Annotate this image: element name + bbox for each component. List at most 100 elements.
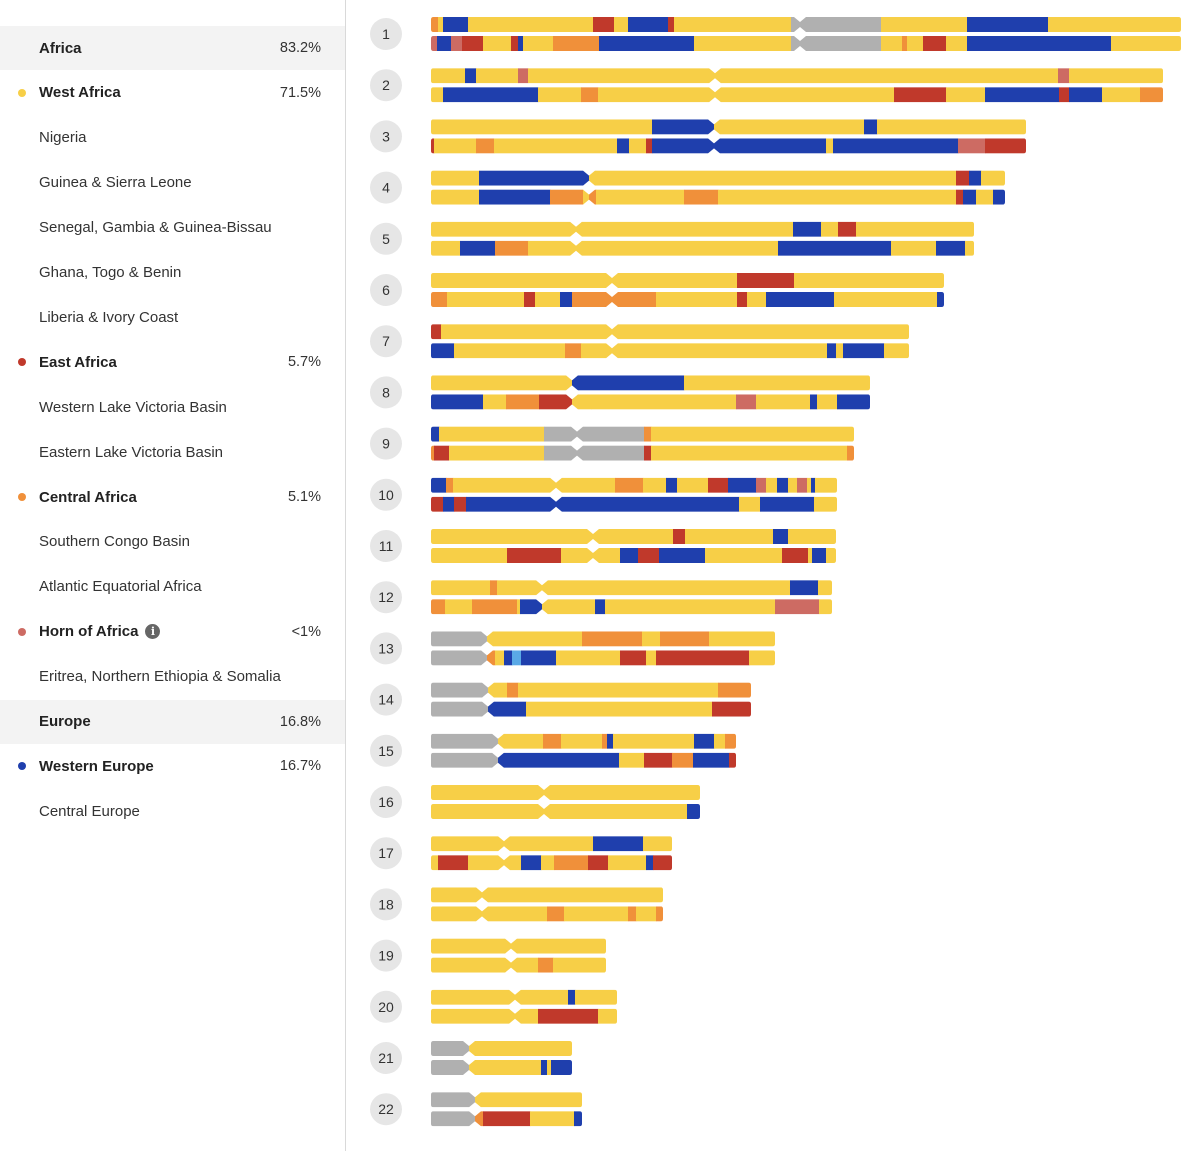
ancestry-segment[interactable] xyxy=(431,548,508,563)
ancestry-segment[interactable] xyxy=(793,221,822,237)
ancestry-segment[interactable] xyxy=(431,529,674,544)
ancestry-segment[interactable] xyxy=(506,394,540,410)
ancestry-segment[interactable] xyxy=(646,650,657,666)
ancestry-segment[interactable] xyxy=(589,189,597,205)
ancestry-segment[interactable] xyxy=(565,343,582,359)
ancestry-segment[interactable] xyxy=(736,394,757,410)
ancestry-segment[interactable] xyxy=(521,855,542,871)
ancestry-segment[interactable] xyxy=(438,17,444,32)
ancestry-segment[interactable] xyxy=(791,17,882,32)
ancestry-segment[interactable] xyxy=(553,957,606,973)
ancestry-segment[interactable] xyxy=(651,426,854,442)
ancestry-segment[interactable] xyxy=(833,138,959,154)
ancestry-segment[interactable] xyxy=(431,855,439,871)
ancestry-segment[interactable] xyxy=(808,548,813,563)
ancestry-segment[interactable] xyxy=(969,170,982,186)
ancestry-segment[interactable] xyxy=(605,599,776,615)
ancestry-segment[interactable] xyxy=(498,752,620,768)
ancestry-segment[interactable] xyxy=(575,989,617,1005)
chromosome-10[interactable]: 10 xyxy=(370,477,837,512)
ancestry-segment[interactable] xyxy=(602,733,608,749)
ancestry-segment[interactable] xyxy=(472,599,518,615)
ancestry-segment[interactable] xyxy=(646,138,653,154)
ancestry-segment[interactable] xyxy=(923,36,947,51)
ancestry-segment[interactable] xyxy=(593,548,621,563)
ancestry-segment[interactable] xyxy=(544,445,645,461)
ancestry-segment[interactable] xyxy=(1069,68,1163,84)
ancestry-segment[interactable] xyxy=(705,548,783,563)
ancestry-segment[interactable] xyxy=(431,138,435,154)
ancestry-segment[interactable] xyxy=(687,804,700,819)
chromosome-3[interactable]: 3 xyxy=(370,119,1026,154)
ancestry-segment[interactable] xyxy=(777,477,789,493)
ancestry-segment[interactable] xyxy=(518,36,524,51)
ancestry-segment[interactable] xyxy=(528,68,1059,84)
ancestry-segment[interactable] xyxy=(462,36,484,51)
ancestry-segment[interactable] xyxy=(620,650,647,666)
ancestry-segment[interactable] xyxy=(591,394,737,410)
ancestry-segment[interactable] xyxy=(454,343,566,359)
ancestry-segment[interactable] xyxy=(718,682,751,698)
ancestry-segment[interactable] xyxy=(864,119,878,135)
ancestry-segment[interactable] xyxy=(674,17,792,32)
ancestry-segment[interactable] xyxy=(561,548,594,563)
ancestry-segment[interactable] xyxy=(884,343,909,359)
ancestry-segment[interactable] xyxy=(431,426,440,442)
ancestry-row-liberia-ivory-coast[interactable]: Liberia & Ivory Coast xyxy=(0,295,345,339)
ancestry-segment[interactable] xyxy=(528,240,779,256)
ancestry-segment[interactable] xyxy=(881,17,968,32)
chromosome-17[interactable]: 17 xyxy=(370,836,672,871)
ancestry-segment[interactable] xyxy=(511,36,519,51)
ancestry-segment[interactable] xyxy=(507,548,562,563)
ancestry-segment[interactable] xyxy=(613,733,695,749)
chromosome-22[interactable]: 22 xyxy=(370,1092,582,1127)
ancestry-segment[interactable] xyxy=(581,87,599,103)
ancestry-segment[interactable] xyxy=(495,240,529,256)
ancestry-segment[interactable] xyxy=(544,426,645,442)
chromosome-4[interactable]: 4 xyxy=(370,170,1005,205)
ancestry-segment[interactable] xyxy=(782,548,809,563)
ancestry-segment[interactable] xyxy=(693,752,730,768)
ancestry-segment[interactable] xyxy=(907,36,924,51)
ancestry-segment[interactable] xyxy=(708,477,729,493)
ancestry-segment[interactable] xyxy=(431,650,488,666)
ancestry-segment[interactable] xyxy=(794,273,944,288)
ancestry-row-atlantic-equatorial-africa[interactable]: Atlantic Equatorial Africa xyxy=(0,565,345,609)
ancestry-segment[interactable] xyxy=(967,36,1112,51)
ancestry-segment[interactable] xyxy=(877,119,1026,135)
ancestry-segment[interactable] xyxy=(729,752,736,768)
ancestry-segment[interactable] xyxy=(967,17,1049,32)
ancestry-row-europe[interactable]: Europe 16.8% xyxy=(0,699,345,744)
ancestry-row-africa[interactable]: Africa 83.2% xyxy=(0,26,345,70)
ancestry-segment[interactable] xyxy=(431,292,448,307)
ancestry-segment[interactable] xyxy=(443,496,455,512)
ancestry-segment[interactable] xyxy=(837,394,870,410)
ancestry-segment[interactable] xyxy=(431,957,539,973)
ancestry-segment[interactable] xyxy=(956,170,970,186)
ancestry-segment[interactable] xyxy=(599,36,695,51)
ancestry-segment[interactable] xyxy=(572,292,657,307)
ancestry-segment[interactable] xyxy=(535,292,561,307)
ancestry-segment[interactable] xyxy=(629,138,647,154)
ancestry-segment[interactable] xyxy=(469,1060,542,1075)
chromosome-7[interactable]: 7 xyxy=(370,324,909,359)
chromosome-9[interactable]: 9 xyxy=(370,426,854,461)
ancestry-segment[interactable] xyxy=(881,36,903,51)
ancestry-segment[interactable] xyxy=(490,580,498,596)
ancestry-segment[interactable] xyxy=(431,68,466,84)
chromosome-2[interactable]: 2 xyxy=(370,68,1163,103)
ancestry-segment[interactable] xyxy=(434,138,477,154)
ancestry-row-central-africa[interactable]: Central Africa 5.1% xyxy=(0,475,345,519)
ancestry-row-nigeria[interactable]: Nigeria xyxy=(0,116,345,160)
ancestry-segment[interactable] xyxy=(588,855,609,871)
ancestry-segment[interactable] xyxy=(476,68,519,84)
ancestry-segment[interactable] xyxy=(694,36,792,51)
ancestry-segment[interactable] xyxy=(643,477,667,493)
ancestry-segment[interactable] xyxy=(465,68,477,84)
ancestry-segment[interactable] xyxy=(677,477,709,493)
ancestry-segment[interactable] xyxy=(737,273,795,288)
chromosome-21[interactable]: 21 xyxy=(370,1041,572,1075)
ancestry-segment[interactable] xyxy=(596,189,685,205)
ancestry-segment[interactable] xyxy=(431,324,442,340)
ancestry-segment[interactable] xyxy=(524,292,536,307)
